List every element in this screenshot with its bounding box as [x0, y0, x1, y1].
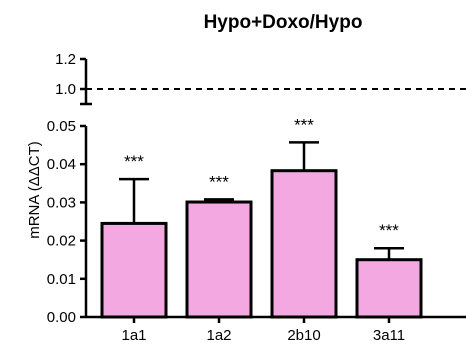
- bars: *** *** *** ***: [100, 115, 423, 319]
- category-label: 1a1: [121, 327, 146, 344]
- y-axis-label: mRNA (ΔΔCT): [26, 141, 43, 239]
- bar: [270, 169, 338, 319]
- category-label: 1a2: [206, 327, 231, 344]
- lower-tick-label: 0.04: [47, 156, 76, 173]
- upper-tick-label: 1.0: [55, 81, 76, 98]
- lower-tick-label: 0.00: [47, 309, 76, 326]
- upper-y-axis: 1.0 1.2: [55, 51, 466, 106]
- bar: [355, 258, 423, 319]
- chart-title: Hypo+Doxo/Hypo: [204, 12, 363, 33]
- bar: [185, 200, 253, 319]
- significance-label: ***: [294, 115, 314, 134]
- significance-label: ***: [209, 172, 229, 191]
- category-label: 2b10: [287, 327, 320, 344]
- lower-tick-label: 0.02: [47, 233, 76, 250]
- category-label: 3a11: [373, 327, 405, 344]
- lower-tick-label: 0.03: [47, 194, 76, 211]
- bar: [100, 221, 168, 319]
- x-axis-labels: 1a1 1a2 2b10 3a11: [121, 317, 405, 344]
- significance-label: ***: [379, 221, 399, 240]
- lower-tick-label: 0.05: [47, 118, 76, 135]
- significance-label: ***: [124, 152, 144, 171]
- upper-tick-label: 1.2: [55, 51, 76, 68]
- lower-tick-label: 0.01: [47, 271, 76, 288]
